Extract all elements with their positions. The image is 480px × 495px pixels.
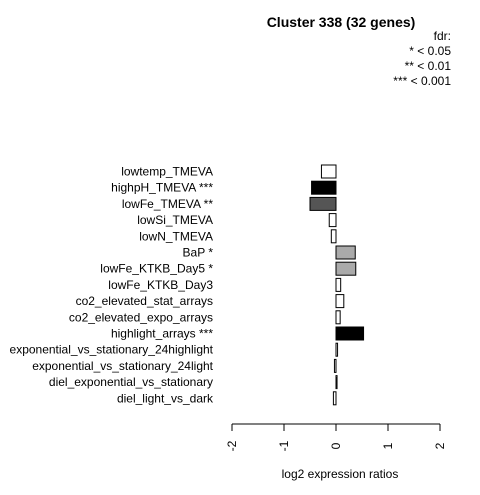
bars <box>309 164 365 406</box>
x-axis: -2 -1 0 1 2 <box>225 423 447 451</box>
chart-title: Cluster 338 (32 genes) <box>267 14 416 30</box>
bar <box>335 245 356 260</box>
category-label: lowFe_TMEVA ** <box>122 197 213 211</box>
bar <box>335 375 338 390</box>
bar <box>335 277 342 292</box>
legend: fdr: * < 0.05 ** < 0.01 *** < 0.001 <box>393 29 451 88</box>
category-label: exponential_vs_stationary_24light <box>32 359 213 373</box>
category-label: co2_elevated_stat_arrays <box>76 294 213 308</box>
bar <box>330 229 337 244</box>
category-labels: lowtemp_TMEVA highpH_TMEVA *** lowFe_TMEVA… <box>10 165 214 406</box>
legend-title: fdr: <box>434 29 451 43</box>
category-label: exponential_vs_stationary_24highlight <box>10 343 214 357</box>
x-tick-label: -1 <box>277 440 291 451</box>
category-label: lowtemp_TMEVA <box>121 165 213 179</box>
category-label: lowFe_KTKB_Day5 * <box>100 262 213 276</box>
bar <box>335 310 341 325</box>
bar <box>328 213 337 228</box>
bar <box>332 391 337 406</box>
category-label: BaP * <box>183 246 214 260</box>
category-label: co2_elevated_expo_arrays <box>69 310 213 324</box>
x-tick-label: 1 <box>381 442 395 449</box>
bar <box>311 180 337 195</box>
category-label: diel_exponential_vs_stationary <box>49 375 213 389</box>
bar <box>309 196 337 211</box>
legend-entry: *** < 0.001 <box>393 74 451 88</box>
category-label: highlight_arrays *** <box>111 327 213 341</box>
bar <box>335 342 339 357</box>
bar <box>333 358 337 373</box>
x-tick-label: 2 <box>433 442 447 449</box>
category-label: lowSi_TMEVA <box>137 213 213 227</box>
bar <box>335 326 365 341</box>
category-label: highpH_TMEVA *** <box>111 181 213 195</box>
x-tick-label: -2 <box>225 440 239 451</box>
legend-entry: * < 0.05 <box>409 44 451 58</box>
bar <box>320 164 337 179</box>
bar <box>335 294 345 309</box>
x-axis-label: log2 expression ratios <box>282 467 399 481</box>
category-label: lowN_TMEVA <box>139 229 213 243</box>
category-label: diel_light_vs_dark <box>117 391 214 405</box>
bar <box>335 261 357 276</box>
legend-entry: ** < 0.01 <box>405 59 452 73</box>
category-label: lowFe_KTKB_Day3 <box>108 278 213 292</box>
x-tick-label: 0 <box>329 442 343 449</box>
